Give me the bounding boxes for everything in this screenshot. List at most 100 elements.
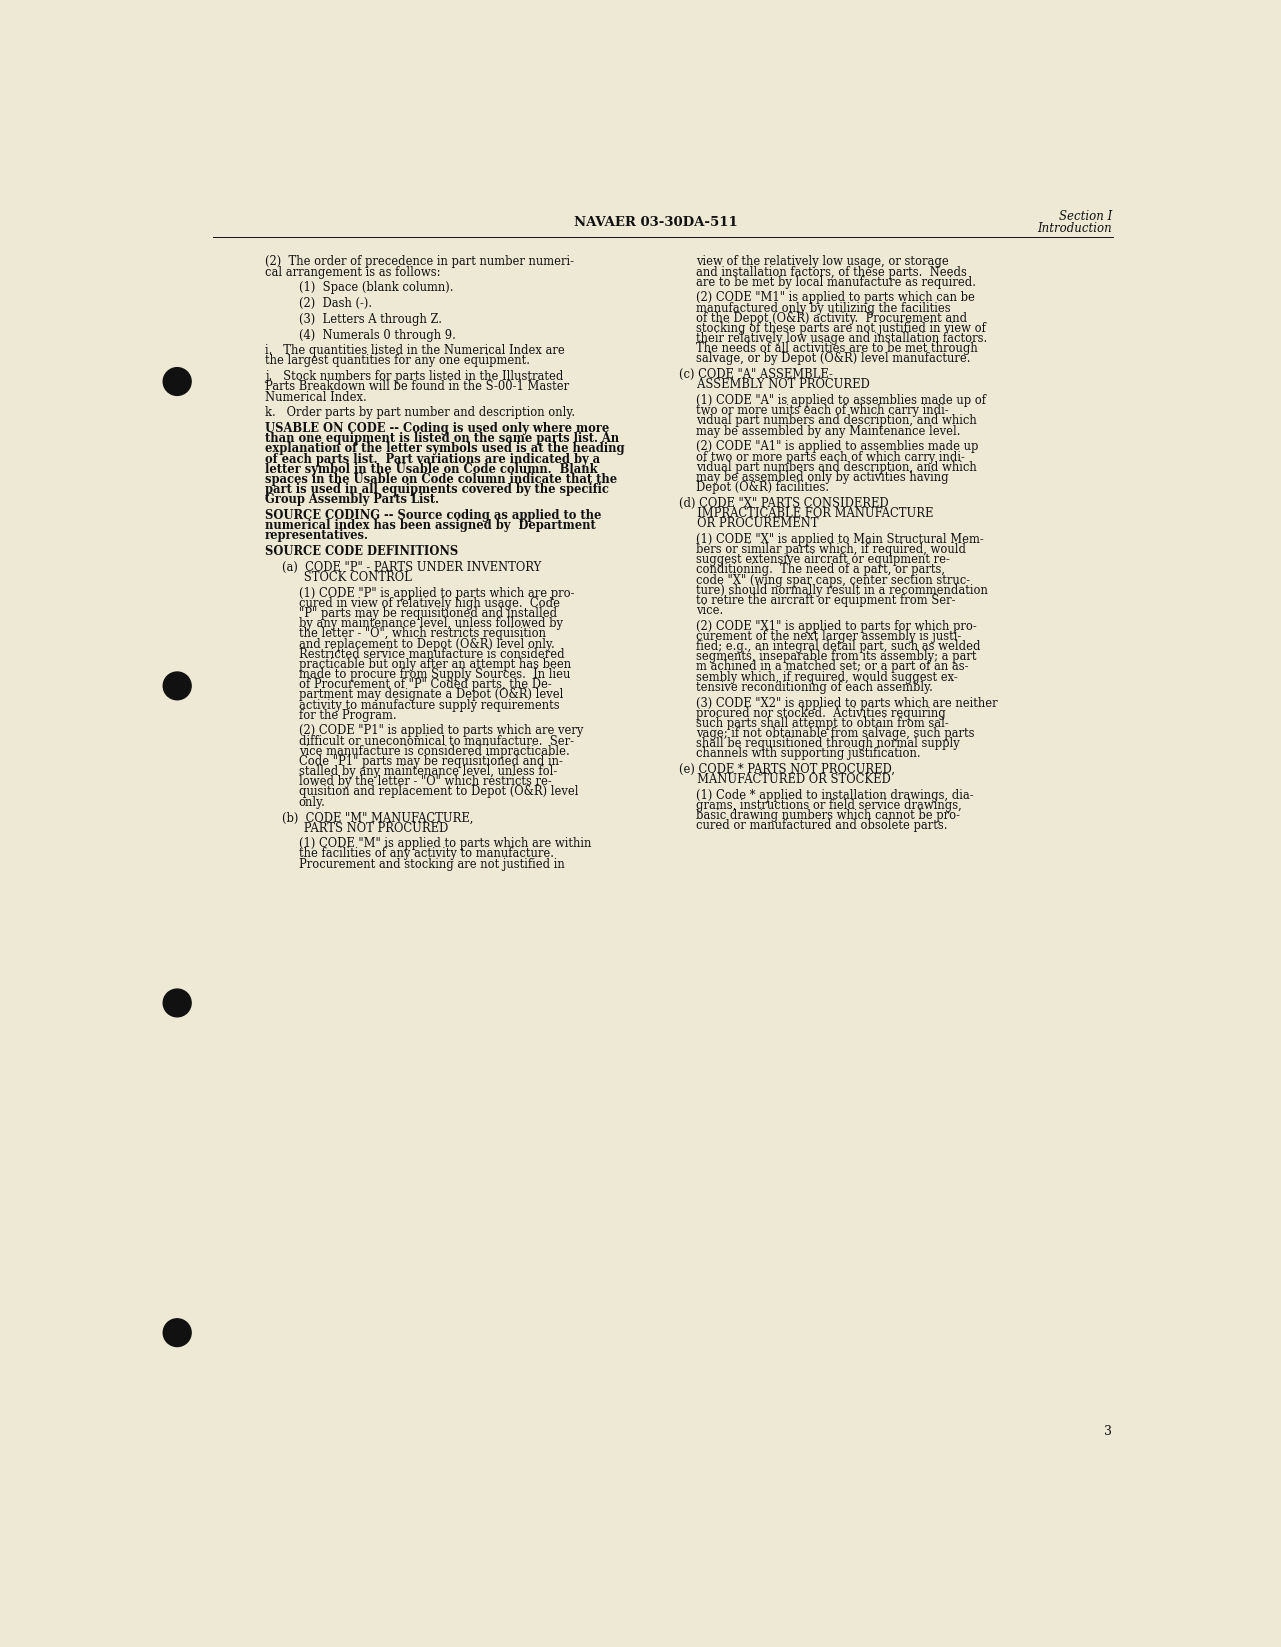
Text: spaces in the Usable on Code column indicate that the: spaces in the Usable on Code column indi…: [265, 473, 617, 486]
Text: segments, inseparable from its assembly; a part: segments, inseparable from its assembly;…: [697, 651, 977, 664]
Text: Introduction: Introduction: [1038, 222, 1112, 236]
Text: difficult or uneconomical to manufacture.  Ser-: difficult or uneconomical to manufacture…: [298, 735, 574, 748]
Text: (b)  CODE "M" MANUFACTURE,: (b) CODE "M" MANUFACTURE,: [282, 812, 473, 825]
Text: their relatively low usage and installation factors.: their relatively low usage and installat…: [697, 333, 988, 346]
Text: lowed by the letter - "O" which restricts re-: lowed by the letter - "O" which restrict…: [298, 776, 552, 789]
Text: SOURCE CODING -- Source coding as applied to the: SOURCE CODING -- Source coding as applie…: [265, 509, 601, 522]
Text: bers or similar parts which, if required, would: bers or similar parts which, if required…: [697, 544, 966, 557]
Text: two or more units each of which carry indi-: two or more units each of which carry in…: [697, 404, 949, 417]
Circle shape: [163, 367, 191, 395]
Text: manufactured only by utilizing the facilities: manufactured only by utilizing the facil…: [697, 301, 951, 315]
Text: the largest quantities for any one equipment.: the largest quantities for any one equip…: [265, 354, 530, 367]
Text: ASSEMBLY NOT PROCURED: ASSEMBLY NOT PROCURED: [679, 379, 870, 392]
Text: k.   Order parts by part number and description only.: k. Order parts by part number and descri…: [265, 407, 575, 420]
Text: code "X" (wing spar caps, center section struc-: code "X" (wing spar caps, center section…: [697, 573, 971, 586]
Text: (2)  The order of precedence in part number numeri-: (2) The order of precedence in part numb…: [265, 255, 574, 268]
Text: OR PROCUREMENT: OR PROCUREMENT: [679, 517, 819, 530]
Text: suggest extensive aircraft or equipment re-: suggest extensive aircraft or equipment …: [697, 553, 951, 567]
Text: to retire the aircraft or equipment from Ser-: to retire the aircraft or equipment from…: [697, 595, 956, 606]
Text: (2) CODE "M1" is applied to parts which can be: (2) CODE "M1" is applied to parts which …: [697, 292, 975, 305]
Text: part is used in all equipments covered by the specific: part is used in all equipments covered b…: [265, 483, 608, 496]
Text: cal arrangement is as follows:: cal arrangement is as follows:: [265, 265, 441, 278]
Text: by any maintenance level, unless followed by: by any maintenance level, unless followe…: [298, 618, 562, 631]
Text: Parts Breakdown will be found in the S-00-1 Master: Parts Breakdown will be found in the S-0…: [265, 380, 569, 394]
Text: than one equipment is listed on the same parts list. An: than one equipment is listed on the same…: [265, 432, 619, 445]
Text: (e) CODE * PARTS NOT PROCURED,: (e) CODE * PARTS NOT PROCURED,: [679, 763, 895, 776]
Text: j.   Stock numbers for parts listed in the Illustrated: j. Stock numbers for parts listed in the…: [265, 371, 564, 384]
Text: "P" parts may be requisitioned and installed: "P" parts may be requisitioned and insta…: [298, 608, 557, 619]
Text: (2) CODE "A1" is applied to assemblies made up: (2) CODE "A1" is applied to assemblies m…: [697, 440, 979, 453]
Text: Numerical Index.: Numerical Index.: [265, 390, 366, 404]
Text: shall be requisitioned through normal supply: shall be requisitioned through normal su…: [697, 738, 961, 749]
Text: for the Program.: for the Program.: [298, 708, 397, 721]
Text: sembly which, if required, would suggest ex-: sembly which, if required, would suggest…: [697, 670, 958, 684]
Text: and replacement to Depot (O&R) level only.: and replacement to Depot (O&R) level onl…: [298, 637, 555, 651]
Text: (c) CODE "A" ASSEMBLE-: (c) CODE "A" ASSEMBLE-: [679, 369, 833, 380]
Text: cured or manufactured and obsolete parts.: cured or manufactured and obsolete parts…: [697, 820, 948, 832]
Circle shape: [163, 990, 191, 1016]
Text: (3)  Letters A through Z.: (3) Letters A through Z.: [298, 313, 442, 326]
Text: of two or more parts each of which carry indi-: of two or more parts each of which carry…: [697, 451, 966, 463]
Text: grams, instructions or field service drawings,: grams, instructions or field service dra…: [697, 799, 962, 812]
Text: fied; e.g., an integral detail part, such as welded: fied; e.g., an integral detail part, suc…: [697, 641, 981, 654]
Text: Procurement and stocking are not justified in: Procurement and stocking are not justifi…: [298, 858, 565, 871]
Text: tensive reconditioning of each assembly.: tensive reconditioning of each assembly.: [697, 680, 934, 693]
Text: m achined in a matched set; or a part of an as-: m achined in a matched set; or a part of…: [697, 660, 968, 674]
Text: Restricted service manufacture is considered: Restricted service manufacture is consid…: [298, 647, 565, 660]
Text: (4)  Numerals 0 through 9.: (4) Numerals 0 through 9.: [298, 328, 456, 341]
Text: such parts shall attempt to obtain from sal-: such parts shall attempt to obtain from …: [697, 716, 949, 730]
Text: only.: only.: [298, 796, 325, 809]
Text: NAVAER 03-30DA-511: NAVAER 03-30DA-511: [574, 216, 738, 229]
Text: USABLE ON CODE -- Coding is used only where more: USABLE ON CODE -- Coding is used only wh…: [265, 422, 608, 435]
Text: vice.: vice.: [697, 604, 724, 618]
Text: the facilities of any activity to manufacture.: the facilities of any activity to manufa…: [298, 848, 553, 860]
Text: basic drawing numbers which cannot be pro-: basic drawing numbers which cannot be pr…: [697, 809, 961, 822]
Text: STOCK CONTROL: STOCK CONTROL: [282, 572, 411, 585]
Text: of each parts list.  Part variations are indicated by a: of each parts list. Part variations are …: [265, 453, 600, 466]
Text: ture) should normally result in a recommendation: ture) should normally result in a recomm…: [697, 583, 989, 596]
Text: PARTS NOT PROCURED: PARTS NOT PROCURED: [282, 822, 448, 835]
Text: i.   The quantities listed in the Numerical Index are: i. The quantities listed in the Numerica…: [265, 344, 565, 357]
Text: The needs of all activities are to be met through: The needs of all activities are to be me…: [697, 343, 979, 356]
Circle shape: [163, 1319, 191, 1347]
Text: (3) CODE "X2" is applied to parts which are neither: (3) CODE "X2" is applied to parts which …: [697, 697, 998, 710]
Text: salvage, or by Depot (O&R) level manufacture.: salvage, or by Depot (O&R) level manufac…: [697, 352, 971, 366]
Text: (1) CODE "P" is applied to parts which are pro-: (1) CODE "P" is applied to parts which a…: [298, 586, 574, 600]
Text: activity to manufacture supply requirements: activity to manufacture supply requireme…: [298, 698, 560, 712]
Text: Code "P1" parts may be requisitioned and in-: Code "P1" parts may be requisitioned and…: [298, 754, 562, 768]
Text: Group Assembly Parts List.: Group Assembly Parts List.: [265, 492, 439, 506]
Text: Section I: Section I: [1058, 209, 1112, 222]
Text: made to procure from Supply Sources.  In lieu: made to procure from Supply Sources. In …: [298, 669, 570, 682]
Text: the letter - "O", which restricts requisition: the letter - "O", which restricts requis…: [298, 628, 546, 641]
Text: vage; if not obtainable from salvage, such parts: vage; if not obtainable from salvage, su…: [697, 726, 975, 740]
Text: curement of the next larger assembly is justi-: curement of the next larger assembly is …: [697, 629, 962, 642]
Text: (2) CODE "P1" is applied to parts which are very: (2) CODE "P1" is applied to parts which …: [298, 725, 583, 738]
Text: IMPRACTICABLE FOR MANUFACTURE: IMPRACTICABLE FOR MANUFACTURE: [679, 507, 934, 520]
Text: (1) Code * applied to installation drawings, dia-: (1) Code * applied to installation drawi…: [697, 789, 974, 802]
Text: (d) CODE "X" PARTS CONSIDERED: (d) CODE "X" PARTS CONSIDERED: [679, 497, 889, 511]
Text: numerical index has been assigned by  Department: numerical index has been assigned by Dep…: [265, 519, 596, 532]
Text: vidual part numbers and description, and which: vidual part numbers and description, and…: [697, 461, 977, 474]
Text: (1) CODE "X" is applied to Main Structural Mem-: (1) CODE "X" is applied to Main Structur…: [697, 534, 984, 545]
Text: SOURCE CODE DEFINITIONS: SOURCE CODE DEFINITIONS: [265, 545, 459, 558]
Text: vidual part numbers and description, and which: vidual part numbers and description, and…: [697, 415, 977, 428]
Text: letter symbol in the Usable on Code column.  Blank: letter symbol in the Usable on Code colu…: [265, 463, 597, 476]
Text: cured in view of relatively high usage.  Code: cured in view of relatively high usage. …: [298, 596, 560, 609]
Text: may be assembled only by activities having: may be assembled only by activities havi…: [697, 471, 949, 484]
Text: MANUFACTURED OR STOCKED: MANUFACTURED OR STOCKED: [679, 772, 892, 786]
Text: (1)  Space (blank column).: (1) Space (blank column).: [298, 282, 453, 295]
Text: partment may designate a Depot (O&R) level: partment may designate a Depot (O&R) lev…: [298, 688, 564, 702]
Text: vice manufacture is considered impracticable.: vice manufacture is considered impractic…: [298, 744, 570, 758]
Text: practicable but only after an attempt has been: practicable but only after an attempt ha…: [298, 657, 571, 670]
Text: stocking of these parts are not justified in view of: stocking of these parts are not justifie…: [697, 321, 986, 334]
Text: Depot (O&R) facilities.: Depot (O&R) facilities.: [697, 481, 830, 494]
Text: quisition and replacement to Depot (O&R) level: quisition and replacement to Depot (O&R)…: [298, 786, 578, 799]
Text: (2) CODE "X1" is applied to parts for which pro-: (2) CODE "X1" is applied to parts for wh…: [697, 619, 977, 632]
Text: may be assembled by any Maintenance level.: may be assembled by any Maintenance leve…: [697, 425, 961, 438]
Text: 3: 3: [1104, 1425, 1112, 1438]
Text: (a)  CODE "P" - PARTS UNDER INVENTORY: (a) CODE "P" - PARTS UNDER INVENTORY: [282, 562, 541, 573]
Text: channels with supporting justification.: channels with supporting justification.: [697, 748, 921, 761]
Text: and installation factors, of these parts.  Needs: and installation factors, of these parts…: [697, 265, 967, 278]
Text: (1) CODE "M" is applied to parts which are within: (1) CODE "M" is applied to parts which a…: [298, 837, 592, 850]
Text: are to be met by local manufacture as required.: are to be met by local manufacture as re…: [697, 275, 976, 288]
